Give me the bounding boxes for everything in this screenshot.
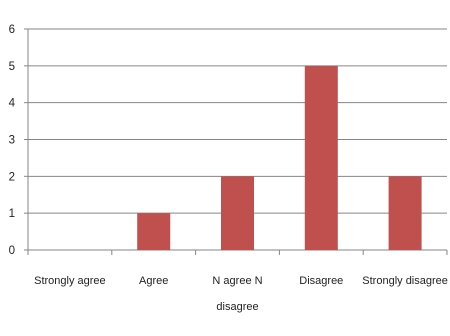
x-category-label: Agree [139, 275, 168, 287]
y-tick-label: 3 [9, 135, 15, 147]
bar [388, 176, 422, 250]
bar [137, 213, 171, 250]
y-tick-label: 5 [9, 61, 15, 73]
y-tick-label: 0 [9, 245, 15, 257]
y-tick-label: 2 [9, 171, 15, 183]
x-category-label: Strongly disagree [362, 275, 448, 287]
bar [221, 176, 254, 250]
bar [304, 65, 338, 250]
y-tick-label: 6 [9, 24, 15, 36]
x-category-label: Strongly agree [34, 275, 106, 287]
x-category-label: disagree [216, 301, 258, 313]
y-tick-label: 4 [9, 98, 16, 110]
y-tick-label: 1 [9, 208, 15, 220]
x-category-label: Disagree [299, 275, 343, 287]
x-category-label: N agree N [212, 275, 262, 287]
